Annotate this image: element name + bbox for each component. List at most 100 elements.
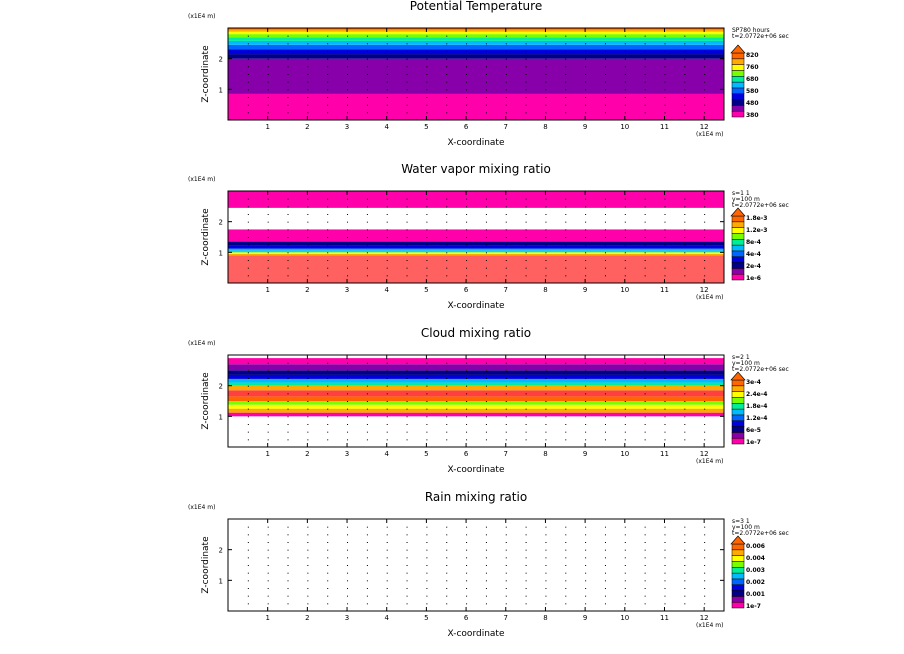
grid-dot [684,416,686,418]
grid-dot [525,588,527,589]
grid-dot [327,74,329,75]
grid-dot [565,542,567,543]
grid-dot [505,35,507,37]
grid-dot [347,104,349,106]
run-info-text: t=2.0772e+06 sec [732,33,789,40]
grid-dot [466,244,468,246]
grid-dot [307,214,309,215]
grid-dot [644,66,646,68]
grid-dot [307,603,309,605]
grid-dot [684,97,686,98]
x-tick-label: 1 [265,450,269,458]
grid-dot [426,267,428,269]
x-tick-label: 12 [700,123,709,131]
grid-dot [287,260,289,261]
grid-dot [446,534,448,536]
grid-dot [247,416,249,418]
grid-dot [406,534,408,536]
grid-dot [386,206,388,208]
legend-label: 1.2e-4 [746,415,767,422]
grid-dot [386,408,388,410]
grid-dot [426,424,428,425]
grid-dot [585,603,587,605]
grid-dot [406,104,408,106]
grid-dot [644,58,646,60]
y-axis-label: Z-coordinate [201,45,211,103]
grid-dot [585,237,587,238]
grid-dot [247,229,249,231]
grid-dot [287,214,289,215]
grid-dot [446,542,448,543]
grid-dot [644,401,646,402]
grid-dot [426,534,428,536]
grid-dot [426,580,428,582]
grid-dot [287,66,289,68]
grid-dot [267,43,269,45]
grid-dot [565,237,567,238]
grid-dot [545,557,547,559]
grid-dot [466,572,468,574]
grid-dot [406,401,408,402]
grid-dot [267,534,269,536]
color-legend: 0.006 0.004 0.003 0.002 0.001 1e-7 [730,535,765,610]
grid-dot [624,362,626,364]
grid-dot [426,221,428,223]
grid-dot [287,275,289,277]
grid-dot [386,424,388,425]
grid-dot [466,89,468,91]
grid-dot [307,542,309,543]
grid-dot [446,275,448,277]
grid-dot [604,549,606,551]
grid-dot [287,439,289,441]
grid-dot [505,526,507,528]
grid-dot [624,89,626,91]
grid-dot [565,595,567,597]
grid-dot [505,362,507,364]
grid-dot [485,526,487,528]
grid-dot [644,588,646,589]
grid-dot [446,424,448,425]
grid-dot [307,66,309,68]
grid-dot [287,549,289,551]
grid-dot [267,393,269,395]
grid-dot [704,401,706,402]
grid-dot [247,43,249,45]
grid-dot [446,260,448,261]
grid-dot [525,260,527,261]
grid-dot [485,221,487,223]
grid-dot [485,431,487,433]
grid-dot [406,267,408,269]
grid-dot [386,252,388,254]
grid-dot [704,416,706,418]
grid-dot [505,603,507,605]
grid-dot [366,588,368,589]
grid-dot [406,35,408,37]
panel-title: Rain mixing ratio [425,490,527,504]
grid-dot [426,385,428,387]
grid-dot [287,572,289,574]
grid-dot [585,74,587,75]
grid-dot [386,549,388,551]
legend-swatch [731,385,745,392]
contour-band-7 [228,390,724,397]
contour-band-12 [228,370,724,375]
grid-dot [664,416,666,418]
grid-dot [545,424,547,425]
grid-dot [426,104,428,106]
grid-dot [644,51,646,52]
grid-dot [446,595,448,597]
grid-dot [426,252,428,254]
grid-dot [704,35,706,37]
grid-dot [307,378,309,379]
grid-dot [664,104,666,106]
grid-dot [366,378,368,379]
grid-dot [545,214,547,215]
grid-dot [307,252,309,254]
grid-dot [426,431,428,433]
legend-swatch [731,567,745,574]
grid-dot [426,260,428,261]
grid-dot [644,81,646,83]
grid-dot [466,66,468,68]
grid-dot [347,580,349,582]
grid-dot [287,229,289,231]
